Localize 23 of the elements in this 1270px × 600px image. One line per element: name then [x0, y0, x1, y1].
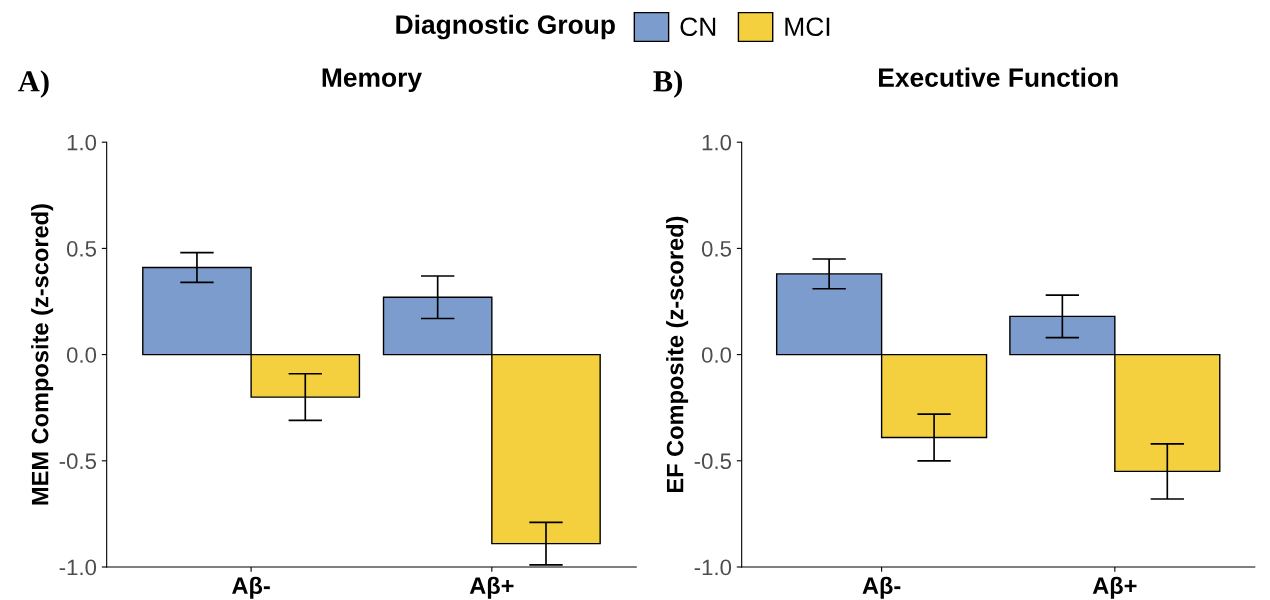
- x-tick-label: Aβ-: [862, 576, 901, 599]
- y-tick-label: -0.5: [59, 453, 97, 470]
- chart-title: Memory: [322, 68, 422, 93]
- text: B): [653, 70, 682, 98]
- x-tick-label: Aβ-: [232, 576, 270, 599]
- y-axis-title: EF Composite (z-scored): [666, 216, 689, 493]
- x-tick-label: Aβ+: [1092, 576, 1137, 599]
- y-tick-label: 0.0: [66, 347, 97, 363]
- x-tick-label: Aβ+: [469, 576, 514, 599]
- y-tick-label: -1.0: [59, 559, 97, 576]
- chart-title: Executive Function: [879, 67, 1118, 87]
- y-tick-label: -0.5: [694, 453, 732, 470]
- legend-label: MCI: [785, 17, 830, 37]
- text: A): [18, 70, 49, 98]
- y-tick-label: 1.0: [67, 134, 97, 151]
- y-tick-label: 0.5: [66, 240, 97, 257]
- y-tick-label: 0.5: [701, 240, 732, 257]
- y-tick-label: 0.0: [701, 347, 732, 363]
- legend-title: Diagnostic Group: [396, 14, 615, 40]
- y-tick-label: -1.0: [694, 559, 732, 576]
- y-tick-label: 1.0: [702, 134, 732, 151]
- y-axis-title: MEM Composite (z-scored): [31, 204, 54, 505]
- legend-label: CN: [680, 17, 716, 37]
